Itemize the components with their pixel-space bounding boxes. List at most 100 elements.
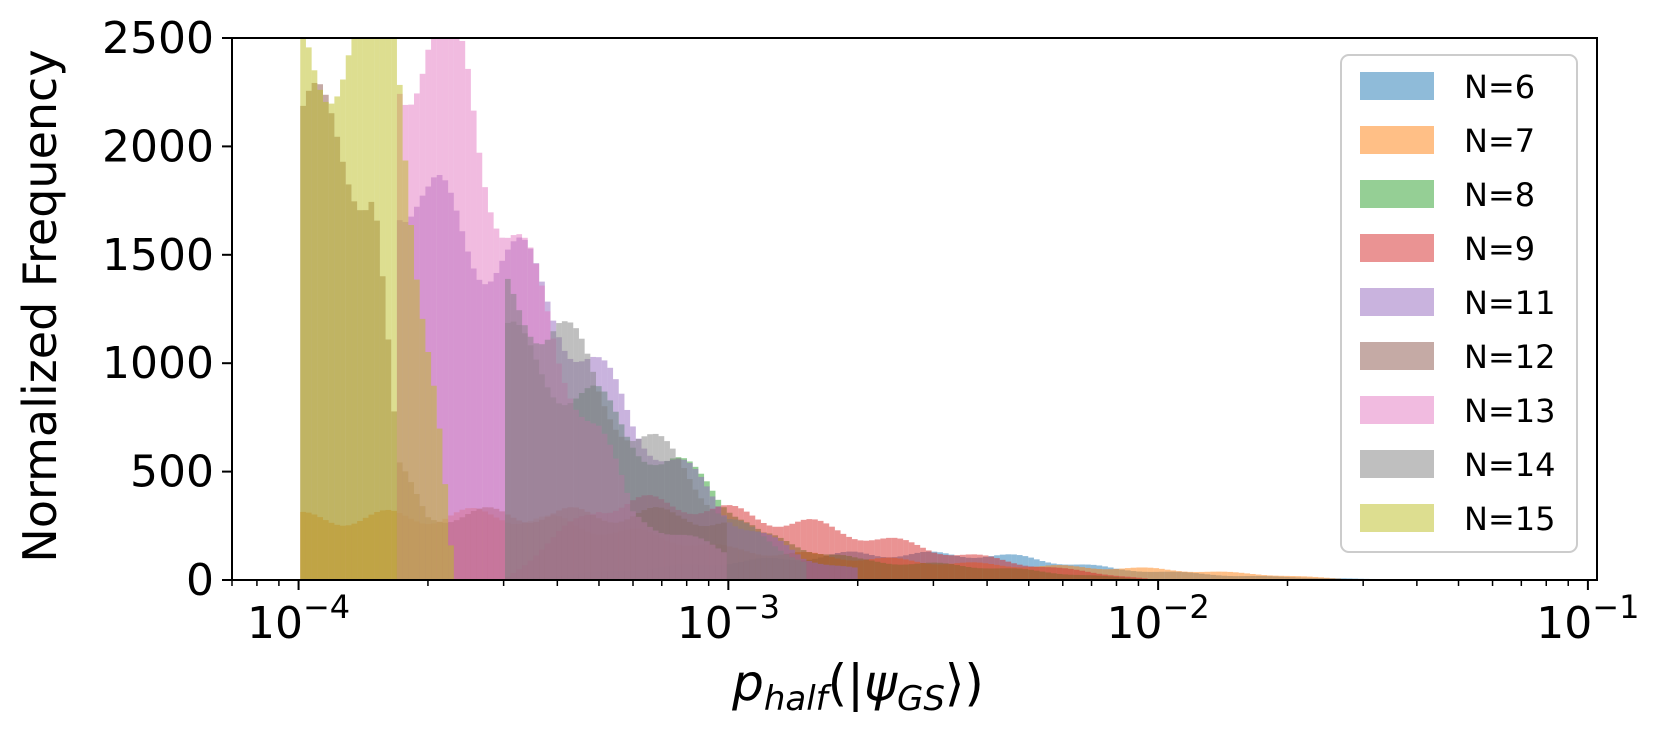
histogram-bar: [420, 319, 426, 580]
histogram-bar: [1068, 569, 1074, 580]
histogram-bar: [568, 322, 574, 580]
histogram-bar: [431, 386, 437, 580]
histogram-bar: [1091, 573, 1097, 580]
histogram-bar: [789, 557, 795, 580]
histogram-bar: [317, 90, 323, 580]
histogram-bar: [909, 542, 915, 580]
histogram-bar: [516, 310, 522, 580]
histogram-bar: [545, 340, 551, 580]
legend-label: N=7: [1464, 122, 1535, 160]
histogram-bar: [1216, 572, 1222, 580]
histogram-bar: [727, 519, 733, 580]
histogram-bar: [846, 567, 852, 580]
legend-swatch: [1360, 396, 1434, 424]
histogram-bar: [1239, 573, 1245, 580]
legend-swatch: [1360, 342, 1434, 370]
histogram-bar: [1006, 562, 1012, 580]
histogram-bar: [448, 38, 454, 580]
histogram-bar: [676, 458, 682, 580]
histogram-bar: [585, 354, 591, 580]
histogram-bar: [562, 321, 568, 580]
legend-label: N=14: [1464, 446, 1555, 484]
histogram-bar: [767, 541, 773, 580]
histogram-bar: [1000, 560, 1006, 580]
y-tick-label: 2000: [102, 121, 214, 172]
histogram-bar: [363, 38, 369, 580]
histogram-bar: [829, 565, 835, 580]
histogram-bar: [1205, 572, 1211, 580]
histogram-bar: [1148, 568, 1154, 580]
histogram-bar: [681, 468, 687, 580]
histogram-bar: [551, 331, 557, 580]
histogram-bar: [454, 38, 460, 580]
legend-label: N=11: [1464, 284, 1555, 322]
x-tick-label: 10−3: [677, 588, 780, 649]
histogram-bar: [511, 294, 517, 580]
histogram-bar: [636, 439, 642, 580]
legend-label: N=8: [1464, 176, 1535, 214]
histogram-bar: [806, 561, 812, 580]
histogram-bar: [1034, 567, 1040, 580]
histogram-bar: [977, 555, 983, 580]
histogram-bar: [954, 555, 960, 580]
histogram-bar: [818, 564, 824, 580]
histogram-bar: [795, 560, 801, 580]
legend-swatch: [1360, 504, 1434, 532]
histogram-bar: [841, 566, 847, 580]
histogram-bar: [1040, 567, 1046, 580]
histogram-bar: [312, 70, 318, 580]
histogram-bar: [721, 517, 727, 580]
histogram-bar: [403, 161, 409, 580]
histogram-bar: [437, 429, 443, 580]
histogram-bar: [994, 558, 1000, 580]
legend-swatch: [1360, 180, 1434, 208]
histogram-bar: [590, 372, 596, 580]
histogram-bar: [710, 510, 716, 580]
legend-swatch: [1360, 288, 1434, 316]
legend-label: N=15: [1464, 500, 1555, 538]
histogram-bar: [704, 505, 710, 580]
histogram-bar: [374, 38, 380, 580]
histogram-bar: [391, 38, 397, 580]
histogram-bar: [619, 437, 625, 580]
legend: N=6N=7N=8N=9N=11N=12N=13N=14N=15: [1341, 55, 1577, 552]
histogram-bar: [750, 527, 756, 580]
histogram-bar: [715, 513, 721, 580]
histogram-bar: [346, 55, 352, 580]
legend-swatch: [1360, 126, 1434, 154]
histogram-bar: [915, 545, 921, 580]
histogram-bar: [380, 38, 386, 580]
histogram-bar: [1182, 572, 1188, 580]
histogram-bar: [937, 554, 943, 580]
y-tick-label: 0: [186, 555, 214, 606]
y-tick-label: 1000: [102, 338, 214, 389]
histogram-bar: [386, 38, 392, 580]
histogram-bar: [624, 440, 630, 580]
histogram-bar: [1142, 567, 1148, 580]
histogram-bar: [693, 490, 699, 580]
histogram-bar: [539, 344, 545, 580]
histogram-bar: [943, 555, 949, 580]
histogram-bar: [630, 441, 636, 580]
histogram-bar: [306, 47, 312, 580]
histogram-bar: [408, 225, 414, 580]
x-tick-label: 10−2: [1107, 588, 1210, 649]
histogram-bar: [323, 102, 329, 580]
histogram-bar: [522, 325, 528, 580]
histogram-bar: [357, 38, 363, 580]
histogram-bar: [1233, 572, 1239, 580]
histogram-bar: [1051, 567, 1057, 580]
histogram-bar: [892, 538, 898, 580]
histogram-bar: [1085, 572, 1091, 580]
histogram-bar: [1159, 569, 1165, 580]
legend-label: N=6: [1464, 68, 1535, 106]
histogram-bar: [556, 323, 562, 580]
histogram-bar: [1062, 568, 1068, 580]
histogram-bar: [738, 521, 744, 580]
histogram-bar: [494, 229, 500, 580]
histogram-bar: [858, 540, 864, 580]
histogram-bar: [1017, 565, 1023, 580]
histogram-bar: [1023, 566, 1029, 580]
